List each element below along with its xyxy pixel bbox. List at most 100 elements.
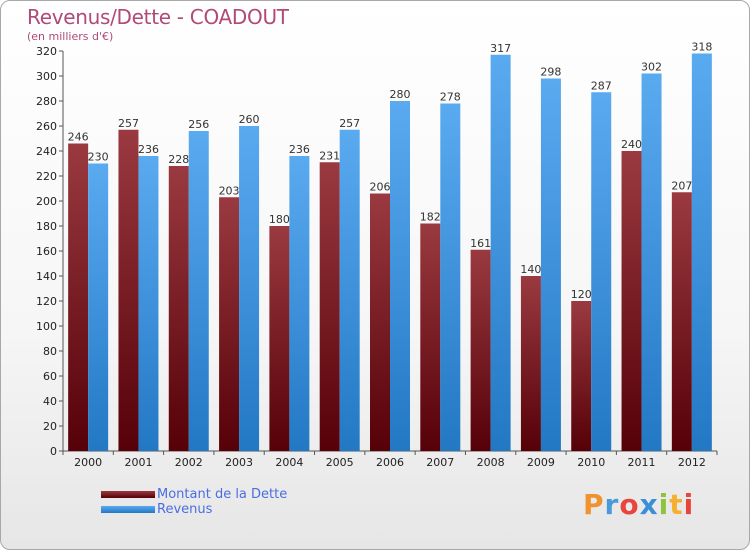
data-label-dette: 228 (168, 153, 189, 166)
y-tick-label: 200 (36, 195, 57, 208)
bar-revenus (188, 131, 209, 451)
chart-subtitle: (en milliers d'€) (27, 30, 114, 43)
y-tick-label: 260 (36, 120, 57, 133)
bar-revenus (540, 78, 561, 451)
x-tick-label: 2008 (477, 456, 505, 469)
bar-revenus (641, 73, 662, 451)
y-tick-label: 20 (43, 420, 57, 433)
y-tick-label: 0 (50, 445, 57, 458)
x-tick-label: 2010 (577, 456, 605, 469)
legend-label-debt: Montant de la Dette (157, 487, 288, 502)
data-labels: 246 230 257 236 228 256 203 260 180 236 231 257 206 2… (68, 41, 713, 302)
data-label-revenus: 298 (540, 66, 561, 79)
y-tick-label: 160 (36, 245, 57, 258)
data-label-revenus: 260 (239, 113, 260, 126)
bar-dette (520, 276, 541, 451)
y-tick-label: 300 (36, 70, 57, 83)
logo-letter: o (619, 488, 640, 521)
x-tick-label: 2000 (74, 456, 102, 469)
data-label-dette: 257 (118, 117, 139, 130)
y-tick-label: 140 (36, 270, 57, 283)
data-label-dette: 140 (520, 263, 541, 276)
bar-dette (269, 226, 290, 451)
logo-letter: r (604, 488, 620, 521)
y-tick-label: 100 (36, 320, 57, 333)
data-label-dette: 240 (621, 138, 642, 151)
y-tick-label: 120 (36, 295, 57, 308)
bar-revenus (390, 101, 410, 451)
chart-title: Revenus/Dette - COADOUT (27, 5, 289, 29)
legend-item-debt: Montant de la Dette (101, 487, 287, 502)
legend-item-revenus: Revenus (101, 502, 287, 517)
bar-revenus (490, 54, 511, 451)
bar-dette (420, 223, 441, 451)
data-label-dette: 180 (269, 213, 290, 226)
data-label-revenus: 317 (490, 42, 511, 55)
y-tick-label: 320 (36, 45, 57, 58)
data-label-dette: 182 (420, 211, 441, 224)
x-tick-label: 2001 (124, 456, 152, 469)
data-label-dette: 207 (671, 179, 692, 192)
bar-revenus (88, 163, 109, 451)
x-tick-label: 2012 (678, 456, 706, 469)
logo-letter: P (583, 488, 605, 521)
x-tick-label: 2003 (225, 456, 253, 469)
bar-revenus (691, 53, 712, 451)
bar-dette (571, 301, 592, 451)
x-tick-label: 2009 (527, 456, 555, 469)
axes: 0 20 40 60 80 100 120 140 160 180 200 220 240 260 280 3… (36, 45, 718, 469)
bar-revenus (239, 126, 260, 451)
bars (68, 53, 712, 451)
x-tick-label: 2004 (275, 456, 303, 469)
bar-dette (168, 166, 189, 451)
y-tick-label: 240 (36, 145, 57, 158)
y-tick-label: 180 (36, 220, 57, 233)
x-tick-label: 2007 (426, 456, 454, 469)
logo-letter: i (658, 488, 670, 521)
data-label-revenus: 257 (339, 117, 360, 130)
bar-dette (470, 249, 491, 451)
data-label-dette: 231 (319, 149, 340, 162)
data-label-dette: 203 (219, 184, 240, 197)
bar-dette (68, 143, 89, 451)
data-label-revenus: 302 (641, 61, 662, 74)
bar-revenus (289, 156, 310, 451)
legend-swatch-revenus (101, 506, 155, 513)
y-tick-label: 280 (36, 95, 57, 108)
x-tick-label: 2011 (628, 456, 656, 469)
data-label-revenus: 230 (88, 151, 109, 164)
y-tick-label: 40 (43, 395, 57, 408)
bar-dette (319, 162, 340, 451)
logo-letter: x (639, 488, 659, 521)
bar-dette (118, 129, 139, 451)
bar-revenus (591, 92, 612, 451)
logo-letter: t (669, 488, 684, 521)
data-label-dette: 161 (470, 237, 491, 250)
data-label-revenus: 287 (591, 79, 612, 92)
bar-dette (671, 192, 692, 451)
logo-letter: i (683, 488, 695, 521)
data-label-dette: 206 (370, 181, 391, 194)
legend-swatch-debt (101, 491, 155, 498)
data-label-dette: 120 (571, 288, 592, 301)
legend: Montant de la Dette Revenus (101, 487, 287, 517)
data-label-revenus: 318 (691, 41, 712, 54)
x-tick-label: 2005 (326, 456, 354, 469)
data-label-revenus: 256 (188, 118, 209, 131)
data-label-revenus: 236 (138, 143, 159, 156)
bar-revenus (339, 129, 360, 451)
data-label-revenus: 280 (390, 88, 411, 101)
x-tick-label: 2002 (175, 456, 203, 469)
data-label-revenus: 278 (440, 91, 461, 104)
x-tick-label: 2006 (376, 456, 404, 469)
bar-dette (219, 197, 240, 451)
proxiti-logo: Proxiti (583, 488, 694, 521)
data-label-revenus: 236 (289, 143, 310, 156)
legend-label-revenus: Revenus (157, 502, 213, 517)
bar-revenus (440, 103, 461, 451)
y-tick-label: 60 (43, 370, 57, 383)
y-tick-label: 220 (36, 170, 57, 183)
data-label-dette: 246 (68, 131, 89, 144)
